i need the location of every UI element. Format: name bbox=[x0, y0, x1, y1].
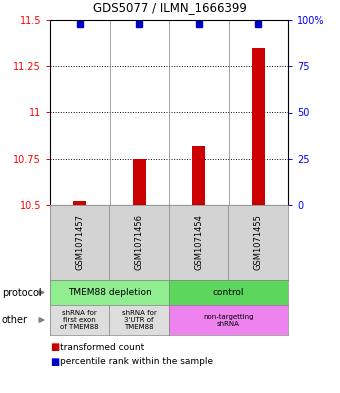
Bar bbox=[133, 159, 146, 205]
Text: ■: ■ bbox=[50, 357, 59, 367]
Text: GSM1071455: GSM1071455 bbox=[254, 215, 263, 270]
Text: TMEM88 depletion: TMEM88 depletion bbox=[68, 288, 151, 297]
Text: other: other bbox=[2, 315, 28, 325]
Text: GSM1071454: GSM1071454 bbox=[194, 215, 203, 270]
Text: GSM1071456: GSM1071456 bbox=[135, 215, 144, 270]
Text: shRNA for
first exon
of TMEM88: shRNA for first exon of TMEM88 bbox=[61, 310, 99, 330]
Text: shRNA for
3'UTR of
TMEM88: shRNA for 3'UTR of TMEM88 bbox=[122, 310, 157, 330]
Text: control: control bbox=[213, 288, 244, 297]
Bar bbox=[252, 48, 265, 205]
Text: protocol: protocol bbox=[2, 288, 41, 298]
Text: ■: ■ bbox=[50, 342, 59, 352]
Text: percentile rank within the sample: percentile rank within the sample bbox=[60, 358, 213, 367]
Bar bbox=[73, 201, 86, 205]
Text: transformed count: transformed count bbox=[60, 343, 144, 351]
Text: non-targetting
shRNA: non-targetting shRNA bbox=[203, 314, 254, 327]
Bar bbox=[192, 146, 205, 205]
Text: GDS5077 / ILMN_1666399: GDS5077 / ILMN_1666399 bbox=[93, 2, 247, 15]
Text: GSM1071457: GSM1071457 bbox=[75, 215, 84, 270]
